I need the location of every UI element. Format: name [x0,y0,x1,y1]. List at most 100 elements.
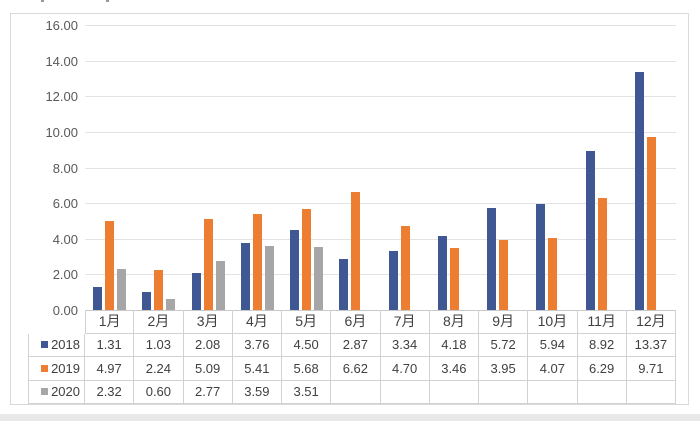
table-value-2019-8月: 3.46 [429,357,479,381]
table-value-2020-4月: 3.59 [232,380,282,404]
cropped-title-fragment [106,0,109,2]
y-axis-tick-label: 12.00 [45,89,78,105]
table-value-2018-9月: 5.72 [479,333,529,357]
bar-group-5月 [282,25,331,310]
bar-2018-10月 [536,204,546,310]
bar-2018-6月 [339,258,349,310]
table-value-2018-4月: 3.76 [232,333,282,357]
gridline [85,274,676,276]
bar-2020-5月 [314,247,324,310]
bar-group-10月 [528,25,577,310]
bar-2019-6月 [351,192,361,310]
bar-2019-1月 [105,221,115,310]
gridline [85,238,676,240]
table-value-2018-11月: 8.92 [577,333,627,357]
y-axis-tick-label: 14.00 [45,53,78,69]
bar-group-6月 [331,25,380,310]
table-row-label-2020: 2020 [28,380,85,404]
legend-swatch-2018 [41,341,49,349]
table-header-6月: 6月 [331,310,381,334]
bar-group-12月 [627,25,676,310]
table-value-2018-7月: 3.34 [380,333,430,357]
table-header-11月: 11月 [577,310,627,334]
gridline [85,60,676,62]
bar-2020-3月 [215,260,225,310]
table-value-2018-10月: 5.94 [528,333,578,357]
gridline [85,25,676,26]
table-value-2020-2月: 0.60 [134,380,184,404]
table-value-2019-6月: 6.62 [331,357,381,381]
table-header-4月: 4月 [232,310,282,334]
bar-2019-3月 [203,219,213,310]
bar-2019-9月 [499,239,509,310]
table-value-2018-8月: 4.18 [429,333,479,357]
table-row-label-2018: 2018 [28,333,85,357]
bar-2019-4月 [252,213,262,310]
y-axis-tick-label: 2.00 [52,267,78,283]
table-header-3月: 3月 [183,310,233,334]
table-value-2018-1月: 1.31 [85,333,135,357]
bar-group-11月 [578,25,627,310]
bar-2018-1月 [93,286,103,310]
bar-2019-2月 [154,270,164,310]
table-value-2019-5月: 5.68 [282,357,332,381]
table-value-2020-5月: 3.51 [282,380,332,404]
legend-swatch-2019 [41,364,49,372]
series-name: 2019 [51,360,80,376]
gridline [85,167,676,169]
table-header-8月: 8月 [429,310,479,334]
bar-2020-2月 [166,299,176,310]
bar-2018-9月 [487,208,497,310]
table-value-2019-12月: 9.71 [626,357,676,381]
table-value-2019-10月: 4.07 [528,357,578,381]
table-value-2020-11月 [577,380,627,404]
bar-group-8月 [430,25,479,310]
table-value-2020-9月 [479,380,529,404]
table-value-2019-3月: 5.09 [183,357,233,381]
table-value-2019-9月: 3.95 [479,357,529,381]
table-value-2020-6月 [331,380,381,404]
bar-2020-1月 [117,268,127,310]
bar-2019-10月 [548,237,558,310]
bar-2019-12月 [646,137,656,310]
bar-2019-11月 [597,197,607,310]
bar-2018-12月 [634,71,644,310]
bar-2019-8月 [449,248,459,310]
table-value-2019-1月: 4.97 [85,357,135,381]
table-value-2018-3月: 2.08 [183,333,233,357]
bar-2018-5月 [290,229,300,310]
table-value-2020-3月: 2.77 [183,380,233,404]
table-value-2020-10月 [528,380,578,404]
table-header-2月: 2月 [134,310,184,334]
bar-2018-7月 [388,250,398,310]
table-value-2018-5月: 4.50 [282,333,332,357]
table-value-2019-7月: 4.70 [380,357,430,381]
table-value-2020-1月: 2.32 [85,380,135,404]
y-axis-tick-label: 4.00 [52,231,78,247]
table-value-2019-2月: 2.24 [134,357,184,381]
y-axis-tick-label: 0.00 [52,303,78,318]
table-value-2018-12月: 13.37 [626,333,676,357]
table-value-2020-7月 [380,380,430,404]
series-name: 2018 [51,337,80,353]
bar-2019-7月 [400,226,410,310]
bar-group-2月 [134,25,183,310]
table-value-2020-8月 [429,380,479,404]
page-bottom-strip [0,414,700,421]
gridline [85,131,676,133]
bar-group-9月 [479,25,528,310]
gridline [85,203,676,205]
y-axis-tick-label: 8.00 [52,160,78,176]
bar-2019-5月 [302,208,312,310]
table-header-1月: 1月 [85,310,135,334]
bar-2018-8月 [437,235,447,310]
table-header-12月: 12月 [626,310,676,334]
table-value-2019-11月: 6.29 [577,357,627,381]
table-value-2018-6月: 2.87 [331,333,381,357]
bar-group-7月 [381,25,430,310]
table-header-9月: 9月 [479,310,529,334]
table-header-5月: 5月 [282,310,332,334]
chart-frame [10,13,689,405]
table-header-7月: 7月 [380,310,430,334]
